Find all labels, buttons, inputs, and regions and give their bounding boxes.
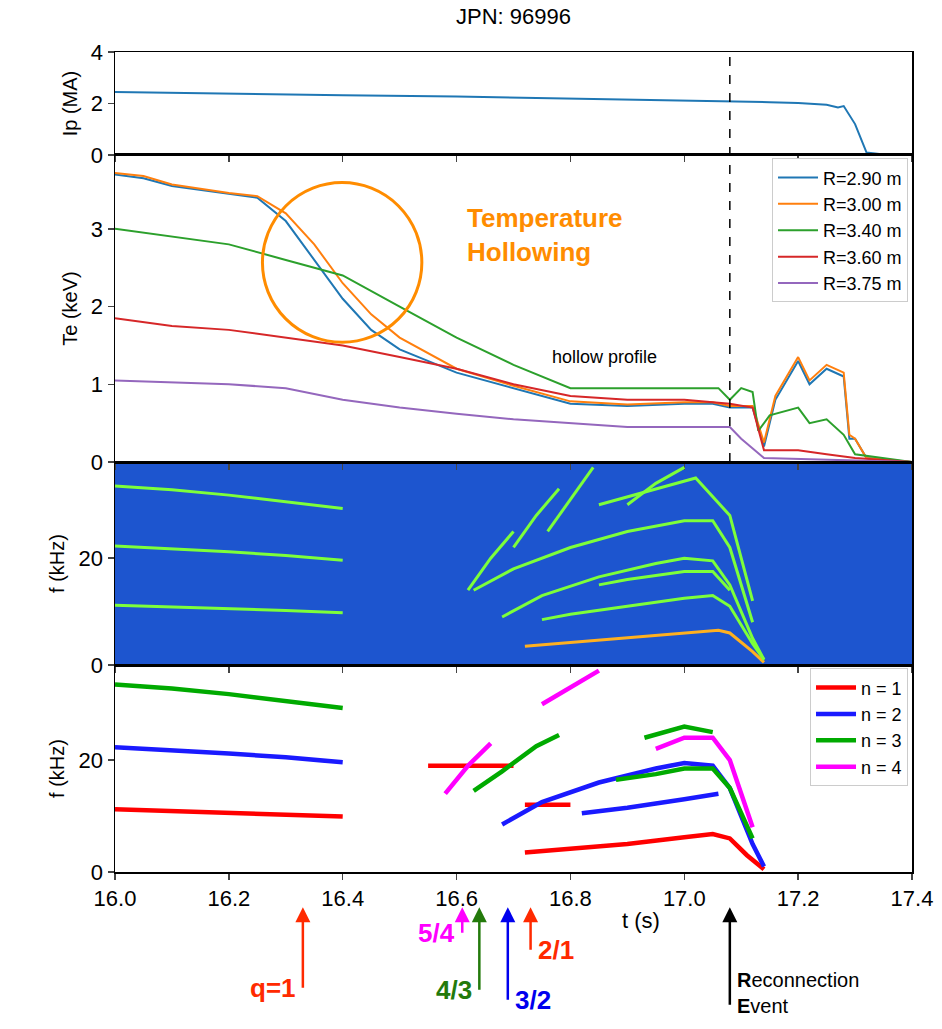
svg-text:R=3.60 m: R=3.60 m: [823, 248, 902, 268]
svg-text:16.0: 16.0: [94, 886, 137, 911]
svg-text:f (kHz): f (kHz): [46, 534, 68, 593]
svg-text:R=3.75 m: R=3.75 m: [823, 274, 902, 294]
svg-text:16.8: 16.8: [549, 886, 592, 911]
svg-text:20: 20: [79, 546, 103, 571]
svg-text:2/1: 2/1: [538, 935, 574, 965]
svg-text:4: 4: [91, 40, 103, 65]
svg-text:f (kHz): f (kHz): [46, 739, 68, 798]
svg-text:q=1: q=1: [250, 973, 296, 1003]
svg-text:n = 2: n = 2: [861, 705, 902, 725]
svg-text:0: 0: [91, 860, 103, 885]
svg-text:3: 3: [91, 217, 103, 242]
svg-text:17.4: 17.4: [891, 886, 934, 911]
svg-text:20: 20: [79, 748, 103, 773]
svg-text:R=3.00 m: R=3.00 m: [823, 195, 902, 215]
svg-text:16.4: 16.4: [321, 886, 364, 911]
svg-text:JPN: 96996: JPN: 96996: [456, 4, 571, 29]
svg-text:1: 1: [91, 372, 103, 397]
svg-text:5/4: 5/4: [418, 918, 455, 948]
svg-text:4/3: 4/3: [436, 975, 472, 1005]
svg-text:TemperatureHollowing: TemperatureHollowing: [467, 203, 623, 267]
svg-text:17.2: 17.2: [777, 886, 820, 911]
svg-text:hollow profile: hollow profile: [552, 347, 657, 367]
svg-text:t (s): t (s): [622, 908, 660, 933]
svg-text:16.6: 16.6: [435, 886, 478, 911]
svg-text:n = 3: n = 3: [861, 731, 902, 751]
svg-text:R=2.90 m: R=2.90 m: [823, 168, 902, 188]
svg-text:0: 0: [91, 450, 103, 475]
svg-text:ReconnectionEvent: ReconnectionEvent: [737, 969, 859, 1017]
svg-text:0: 0: [91, 653, 103, 678]
svg-text:n = 1: n = 1: [861, 679, 902, 699]
svg-text:0: 0: [91, 143, 103, 168]
svg-text:Te (keV): Te (keV): [59, 271, 81, 345]
svg-text:2: 2: [91, 91, 103, 116]
svg-text:Ip (MA): Ip (MA): [59, 71, 81, 137]
svg-text:16.2: 16.2: [207, 886, 250, 911]
svg-text:n = 4: n = 4: [861, 758, 902, 778]
svg-text:3/2: 3/2: [515, 985, 551, 1015]
svg-text:R=3.40 m: R=3.40 m: [823, 221, 902, 241]
svg-text:2: 2: [91, 294, 103, 319]
svg-text:17.0: 17.0: [663, 886, 706, 911]
